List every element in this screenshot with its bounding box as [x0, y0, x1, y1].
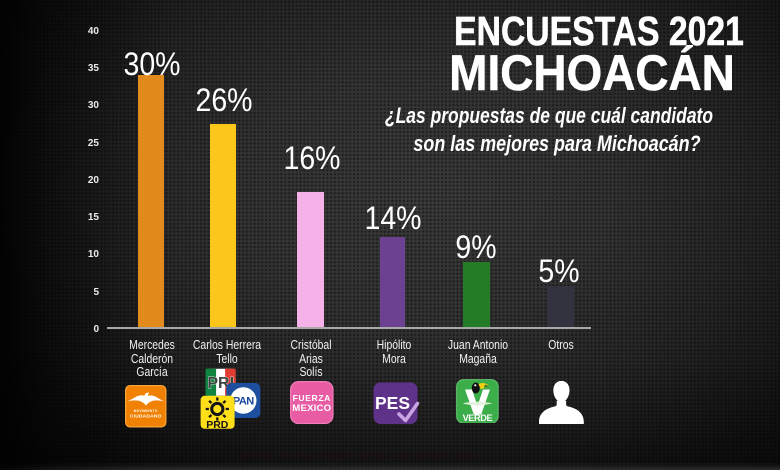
- svg-text:PES: PES: [375, 393, 410, 413]
- svg-text:VERDE: VERDE: [462, 412, 492, 422]
- svg-text:CIUDADANO: CIUDADANO: [130, 413, 162, 419]
- svg-text:PRD: PRD: [206, 419, 229, 430]
- svg-text:PAN: PAN: [233, 396, 254, 408]
- svg-text:MOVIMIENTO: MOVIMIENTO: [134, 409, 158, 413]
- svg-text:MEXICO: MEXICO: [293, 402, 332, 413]
- svg-text:FUERZA: FUERZA: [293, 392, 331, 402]
